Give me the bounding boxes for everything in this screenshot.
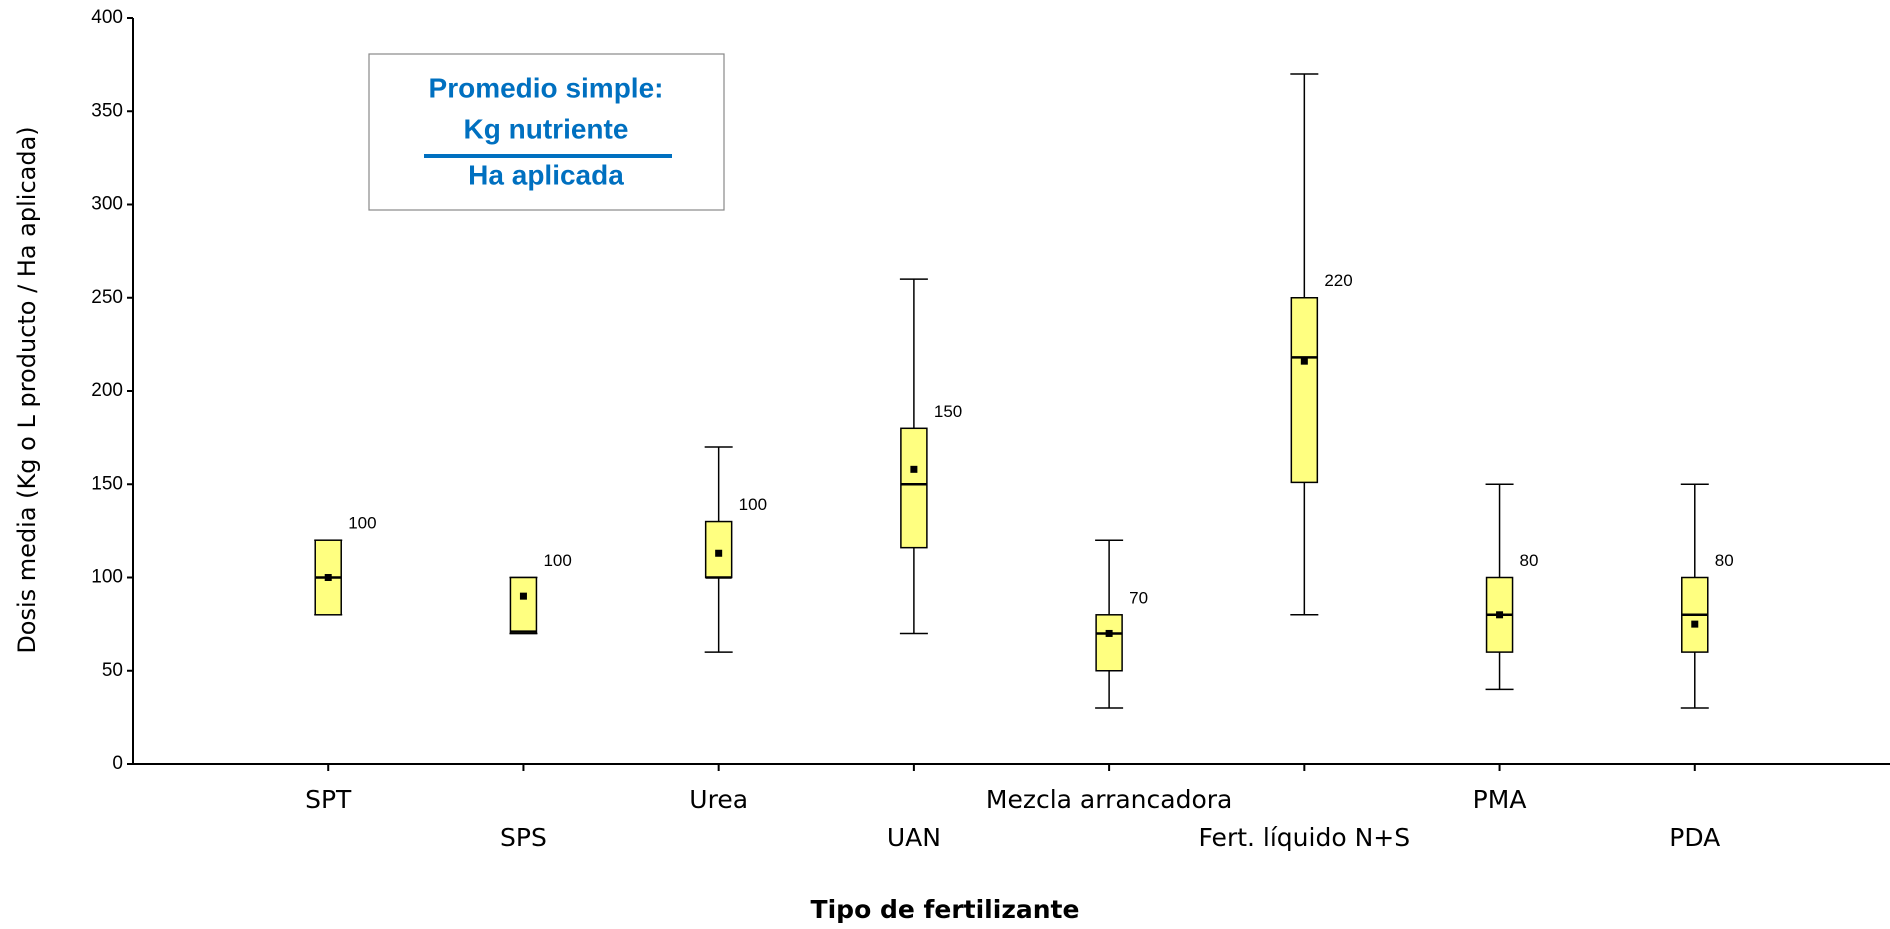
mean-marker xyxy=(1300,357,1308,365)
data-label: 70 xyxy=(1129,588,1148,607)
x-tick-label: Fert. líquido N+S xyxy=(1199,823,1411,852)
x-tick-label: SPS xyxy=(500,823,547,852)
x-tick-label: SPT xyxy=(305,785,352,814)
x-tick-label: PMA xyxy=(1473,785,1527,814)
legend-denominator: Ha aplicada xyxy=(468,159,624,190)
x-axis-title: Tipo de fertilizante xyxy=(811,895,1080,924)
data-label: 100 xyxy=(543,551,571,570)
y-tick-label: 300 xyxy=(91,194,123,215)
x-tick-label: UAN xyxy=(887,823,941,852)
y-tick-label: 50 xyxy=(102,660,123,681)
y-tick-label: 250 xyxy=(91,287,123,308)
mean-marker xyxy=(519,592,527,600)
box xyxy=(1095,614,1123,672)
data-label: 100 xyxy=(739,495,767,514)
legend-box xyxy=(368,53,725,211)
y-tick-label: 150 xyxy=(91,473,123,494)
y-tick-label: 0 xyxy=(112,753,123,774)
data-label: 100 xyxy=(348,514,376,533)
x-tick-label: PDA xyxy=(1669,823,1720,852)
x-tick-label: Mezcla arrancadora xyxy=(986,785,1232,814)
box xyxy=(509,576,538,635)
y-axis-title: Dosis media (Kg o L producto / Ha aplica… xyxy=(13,126,41,653)
y-tick-label: 200 xyxy=(91,380,123,401)
legend-numerator: Kg nutriente xyxy=(464,113,629,144)
x-tick-label: Urea xyxy=(689,785,748,814)
mean-marker xyxy=(1105,629,1113,637)
box xyxy=(900,427,928,549)
y-tick-label: 400 xyxy=(91,7,123,28)
legend-title: Promedio simple: xyxy=(429,72,664,103)
data-label: 150 xyxy=(934,402,962,421)
box xyxy=(704,520,733,579)
data-label: 80 xyxy=(1715,551,1734,570)
y-tick-label: 100 xyxy=(91,567,123,588)
mean-marker xyxy=(1691,620,1699,628)
data-label: 80 xyxy=(1520,551,1539,570)
mean-marker xyxy=(910,465,918,473)
data-label: 220 xyxy=(1324,271,1352,290)
mean-marker xyxy=(324,574,332,581)
mean-marker xyxy=(1496,611,1504,619)
box xyxy=(1290,297,1319,484)
mean-marker xyxy=(715,549,723,557)
y-tick-label: 350 xyxy=(91,100,123,121)
